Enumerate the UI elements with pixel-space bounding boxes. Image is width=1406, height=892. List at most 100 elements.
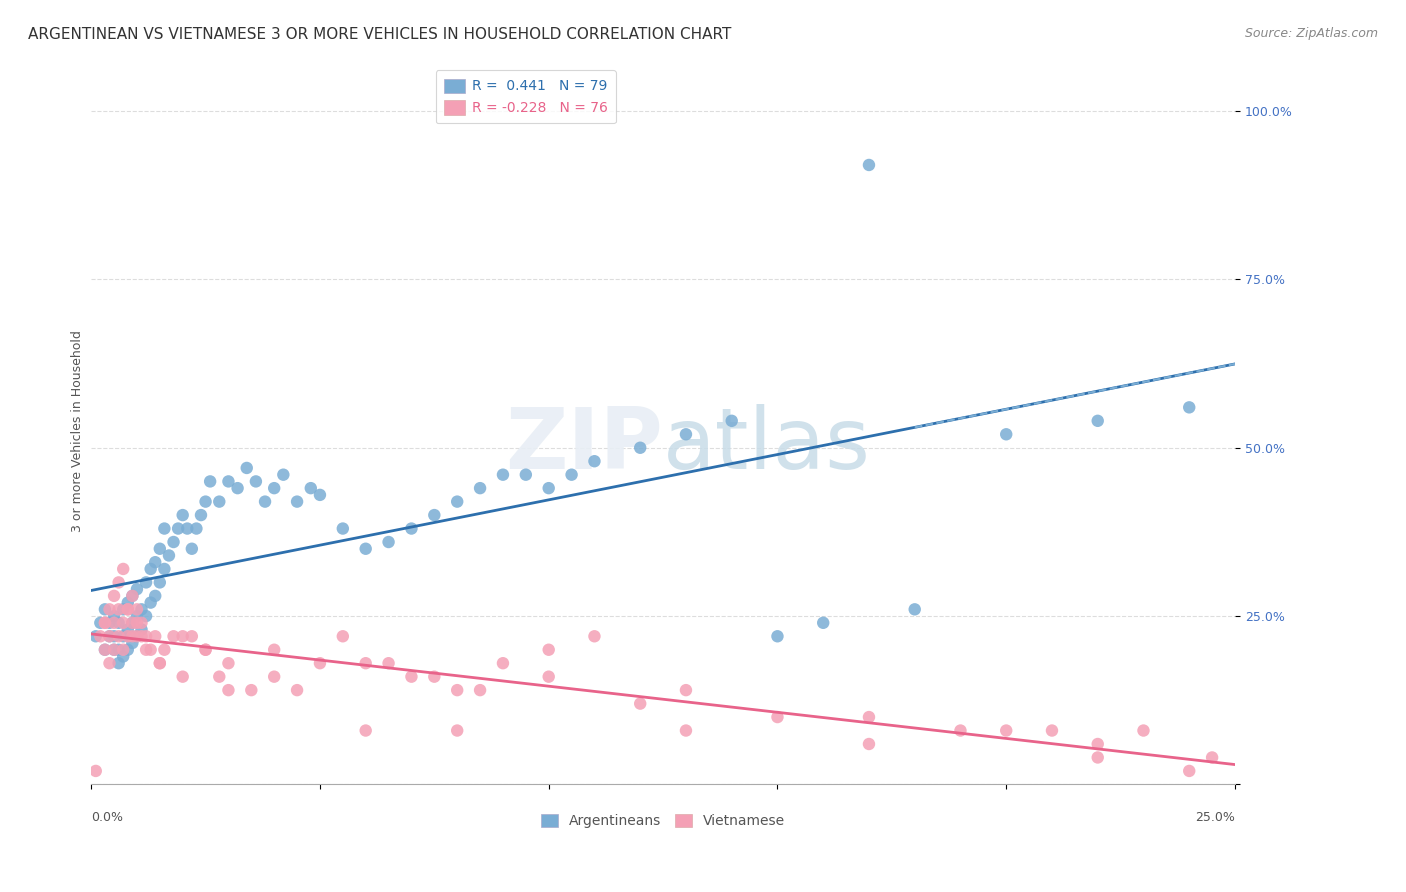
Point bbox=[94, 642, 117, 657]
Point bbox=[84, 629, 107, 643]
Point bbox=[1087, 750, 1109, 764]
Point bbox=[226, 481, 249, 495]
Point bbox=[89, 615, 111, 630]
Point bbox=[1040, 723, 1063, 738]
Point bbox=[121, 589, 143, 603]
Text: ZIP: ZIP bbox=[505, 403, 664, 486]
Point bbox=[217, 475, 239, 489]
Point bbox=[309, 657, 332, 671]
Point bbox=[149, 575, 172, 590]
Legend: Argentineans, Vietnamese: Argentineans, Vietnamese bbox=[536, 809, 790, 834]
Point bbox=[515, 467, 537, 482]
Point bbox=[103, 642, 125, 657]
Point bbox=[94, 615, 117, 630]
Point bbox=[628, 441, 651, 455]
Point bbox=[377, 535, 399, 549]
Point bbox=[121, 615, 143, 630]
Point bbox=[107, 615, 129, 630]
Point bbox=[468, 683, 491, 698]
Point bbox=[117, 602, 139, 616]
Point bbox=[217, 683, 239, 698]
Point bbox=[766, 629, 789, 643]
Point bbox=[537, 481, 560, 495]
Point bbox=[904, 602, 927, 616]
Point bbox=[354, 541, 377, 556]
Point bbox=[198, 475, 221, 489]
Point bbox=[103, 609, 125, 624]
Point bbox=[139, 642, 162, 657]
Point bbox=[98, 615, 121, 630]
Point bbox=[263, 670, 285, 684]
Point bbox=[299, 481, 322, 495]
Point bbox=[468, 481, 491, 495]
Point bbox=[107, 575, 129, 590]
Point bbox=[135, 575, 157, 590]
Point bbox=[240, 683, 263, 698]
Point bbox=[354, 723, 377, 738]
Point bbox=[332, 629, 354, 643]
Point bbox=[263, 481, 285, 495]
Point bbox=[190, 508, 212, 522]
Point bbox=[131, 623, 153, 637]
Point bbox=[112, 642, 135, 657]
Point bbox=[446, 723, 468, 738]
Point bbox=[107, 602, 129, 616]
Point bbox=[135, 629, 157, 643]
Point bbox=[103, 629, 125, 643]
Point bbox=[446, 494, 468, 508]
Point bbox=[537, 670, 560, 684]
Point bbox=[94, 615, 117, 630]
Point bbox=[423, 508, 446, 522]
Point bbox=[285, 494, 308, 508]
Point bbox=[117, 596, 139, 610]
Point bbox=[125, 602, 148, 616]
Point bbox=[107, 642, 129, 657]
Y-axis label: 3 or more Vehicles in Household: 3 or more Vehicles in Household bbox=[72, 330, 84, 532]
Point bbox=[858, 710, 880, 724]
Point bbox=[377, 657, 399, 671]
Point bbox=[423, 670, 446, 684]
Point bbox=[131, 629, 153, 643]
Point bbox=[98, 629, 121, 643]
Point bbox=[112, 649, 135, 664]
Point bbox=[149, 541, 172, 556]
Point bbox=[1178, 764, 1201, 778]
Point bbox=[720, 414, 742, 428]
Point bbox=[162, 629, 184, 643]
Point bbox=[98, 602, 121, 616]
Point bbox=[121, 636, 143, 650]
Point bbox=[121, 589, 143, 603]
Point bbox=[995, 427, 1018, 442]
Point bbox=[492, 467, 515, 482]
Point bbox=[858, 158, 880, 172]
Point bbox=[675, 723, 697, 738]
Point bbox=[112, 562, 135, 576]
Point bbox=[561, 467, 583, 482]
Point bbox=[186, 522, 208, 536]
Point bbox=[273, 467, 295, 482]
Point bbox=[208, 494, 231, 508]
Point bbox=[628, 697, 651, 711]
Point bbox=[492, 657, 515, 671]
Point bbox=[180, 541, 202, 556]
Point bbox=[217, 657, 239, 671]
Point bbox=[1201, 750, 1223, 764]
Point bbox=[149, 657, 172, 671]
Point bbox=[117, 642, 139, 657]
Point bbox=[401, 670, 423, 684]
Point bbox=[332, 522, 354, 536]
Point bbox=[401, 522, 423, 536]
Point bbox=[172, 508, 194, 522]
Point bbox=[157, 549, 180, 563]
Point bbox=[143, 555, 166, 569]
Point bbox=[107, 629, 129, 643]
Point bbox=[245, 475, 267, 489]
Point bbox=[112, 629, 135, 643]
Text: ARGENTINEAN VS VIETNAMESE 3 OR MORE VEHICLES IN HOUSEHOLD CORRELATION CHART: ARGENTINEAN VS VIETNAMESE 3 OR MORE VEHI… bbox=[28, 27, 731, 42]
Point bbox=[285, 683, 308, 698]
Point bbox=[139, 562, 162, 576]
Point bbox=[135, 642, 157, 657]
Point bbox=[858, 737, 880, 751]
Point bbox=[117, 629, 139, 643]
Point bbox=[446, 683, 468, 698]
